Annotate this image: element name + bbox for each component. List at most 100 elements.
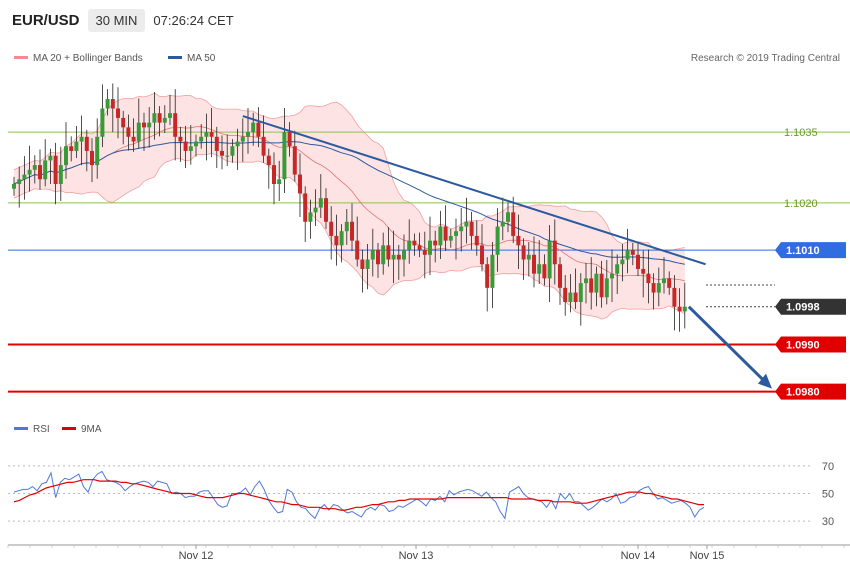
candle-body xyxy=(667,278,672,288)
price-tag-bg xyxy=(775,242,846,259)
forecast-arrow-shaft xyxy=(687,305,766,382)
candle-body xyxy=(136,122,141,142)
candle-body xyxy=(500,221,505,227)
candle-body xyxy=(376,250,380,265)
candle-body xyxy=(646,273,651,284)
candle-body xyxy=(95,136,100,166)
moving-averages xyxy=(13,126,685,282)
bollinger-upper-line xyxy=(13,92,685,252)
candle-body xyxy=(620,259,625,265)
candle-body xyxy=(438,226,443,246)
candle-body xyxy=(308,212,313,222)
candle-body xyxy=(511,212,516,236)
candle-body xyxy=(261,136,266,156)
candle-body xyxy=(152,113,157,123)
price-tag-bg xyxy=(775,336,846,353)
candle-body xyxy=(454,231,458,236)
candle-body xyxy=(428,240,432,255)
candle-body xyxy=(506,212,510,222)
candle-body xyxy=(324,198,328,222)
candle-body xyxy=(183,141,188,151)
candle-body xyxy=(235,141,240,147)
last-price-tag-1.0998: 1.0998 xyxy=(775,298,846,315)
candle-body xyxy=(370,250,375,260)
candle-body xyxy=(594,273,599,293)
bb-legend-swatch xyxy=(14,56,28,59)
candle-body xyxy=(58,165,63,184)
candle-body xyxy=(199,136,204,142)
credit-text: Research © 2019 Trading Central xyxy=(691,53,840,64)
candle-body xyxy=(22,174,27,180)
candle-body xyxy=(64,146,68,166)
candle-body xyxy=(604,278,609,298)
candle-body xyxy=(490,254,495,288)
candle-body xyxy=(677,306,682,312)
candle-body xyxy=(157,113,162,123)
candle-body xyxy=(209,132,214,137)
candle-body xyxy=(662,278,666,284)
candle-body xyxy=(277,179,282,184)
support-price-tag-1.0980: 1.0980 xyxy=(775,383,846,400)
candle-body xyxy=(630,250,635,255)
timeframe-badge[interactable]: 30 MIN xyxy=(87,8,146,32)
candle-body xyxy=(636,254,640,269)
candle-body xyxy=(32,165,37,170)
candle-body xyxy=(464,221,469,227)
ma50-legend-label: MA 50 xyxy=(187,53,216,64)
candle-body xyxy=(298,174,302,194)
candle-body xyxy=(225,155,230,157)
candle-body xyxy=(287,132,292,147)
bollinger-lower-line xyxy=(13,152,686,320)
price-tag-text: 1.0990 xyxy=(786,339,820,351)
x-tick-label: Nov 15 xyxy=(690,550,725,562)
candle-body xyxy=(558,264,562,288)
candle-body xyxy=(313,207,318,213)
rsi-panel: RSI 9MA 70 50 30 xyxy=(8,424,834,528)
candle-body xyxy=(443,226,448,241)
x-tick-label: Nov 12 xyxy=(179,550,214,562)
price-tag-text: 1.0998 xyxy=(786,302,820,314)
bollinger-band-fill xyxy=(14,93,685,320)
x-tick-label: Nov 14 xyxy=(621,550,656,562)
rsi-level-label-70: 70 xyxy=(822,461,834,473)
candle-body xyxy=(43,160,48,180)
candle-body xyxy=(246,132,250,137)
candle-body xyxy=(84,136,89,151)
candle-body xyxy=(282,132,287,180)
ma50-legend-swatch xyxy=(168,56,182,59)
price-tags[interactable]: 1.1035 1.1020 1.1010 1.0998 1.0990 1.0980 xyxy=(775,127,846,400)
candle-body xyxy=(339,231,344,246)
candle-body xyxy=(526,254,531,260)
candle-body xyxy=(178,136,183,142)
candle-body xyxy=(27,169,32,175)
candle-body xyxy=(168,113,172,118)
candle-body xyxy=(350,221,354,241)
trendline-and-arrow xyxy=(242,115,772,389)
candle-body xyxy=(365,259,370,269)
candle-body xyxy=(422,250,427,255)
candle-body xyxy=(53,155,58,184)
support-price-tag-1.0990: 1.0990 xyxy=(775,336,846,353)
rsi-legend-label: RSI xyxy=(33,424,50,435)
symbol-header: EUR/USD 30 MIN 07:26:24 CET xyxy=(4,8,242,32)
downtrend-line xyxy=(242,115,706,266)
candle-body xyxy=(407,240,412,251)
candle-body xyxy=(641,268,646,274)
candle-body xyxy=(396,254,401,260)
candle-body xyxy=(256,122,261,137)
candle-body xyxy=(100,108,105,137)
candle-body xyxy=(386,245,391,260)
candle-body xyxy=(194,141,198,147)
x-tick-label: Nov 13 xyxy=(399,550,434,562)
candle-body xyxy=(334,235,339,246)
candle-body xyxy=(303,193,308,222)
candle-body xyxy=(615,264,620,274)
candle-body xyxy=(573,292,578,302)
candle-body xyxy=(90,150,94,166)
x-axis: Nov 12 Nov 13 Nov 14 Nov 15 xyxy=(7,544,850,562)
candlesticks xyxy=(12,83,687,332)
candle-body xyxy=(656,283,661,293)
resistance-label-1.1020: 1.1020 xyxy=(784,198,818,210)
pivot-price-tag-1.1010: 1.1010 xyxy=(775,242,846,259)
candle-body xyxy=(17,179,22,184)
